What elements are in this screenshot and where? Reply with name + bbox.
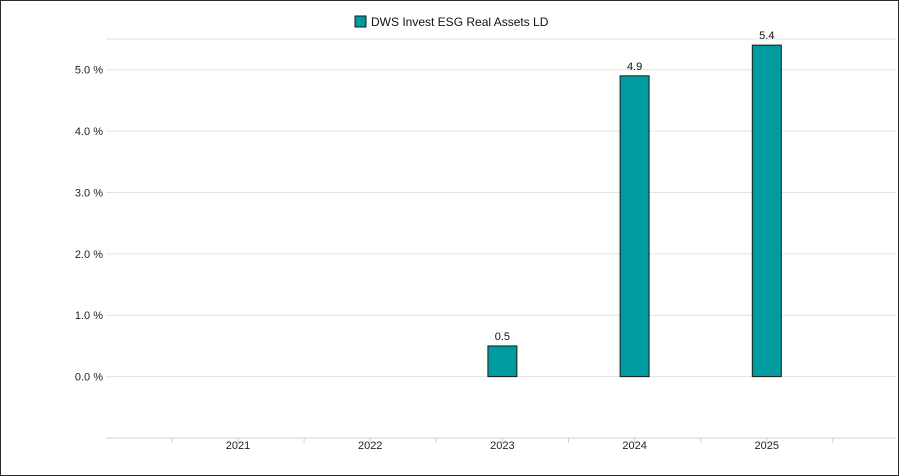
x-tick-label: 2023: [490, 440, 514, 452]
bar: [751, 44, 782, 378]
x-tick-label: 2025: [755, 440, 779, 452]
x-tick-label: 2024: [622, 440, 646, 452]
y-tick-label: 3.0 %: [75, 187, 103, 199]
y-tick-label: 0.0 %: [75, 372, 103, 384]
data-label: 4.9: [627, 61, 642, 73]
y-tick-label: 5.0 %: [75, 65, 103, 77]
data-label: 5.4: [759, 30, 774, 42]
label-layer: 0.5 4.9 5.4: [495, 30, 775, 343]
x-tick-label: 2022: [358, 440, 382, 452]
bar-layer: [487, 44, 782, 378]
y-tick-label: 1.0 %: [75, 310, 103, 322]
y-tick-label: 4.0 %: [75, 126, 103, 138]
axis-layer: 0.0 % 1.0 % 2.0 % 3.0 % 4.0 % 5.0 % 2021 2022 20…: [75, 65, 896, 452]
x-tick-label: 2021: [226, 440, 250, 452]
bar: [619, 75, 650, 378]
data-label: 0.5: [495, 331, 510, 343]
legend[interactable]: DWS Invest ESG Real Assets LD: [354, 15, 549, 29]
legend-swatch: [354, 15, 367, 28]
legend-label: DWS Invest ESG Real Assets LD: [371, 15, 549, 29]
y-tick-label: 2.0 %: [75, 249, 103, 261]
bar: [487, 345, 518, 378]
grid-layer: [106, 38, 896, 378]
